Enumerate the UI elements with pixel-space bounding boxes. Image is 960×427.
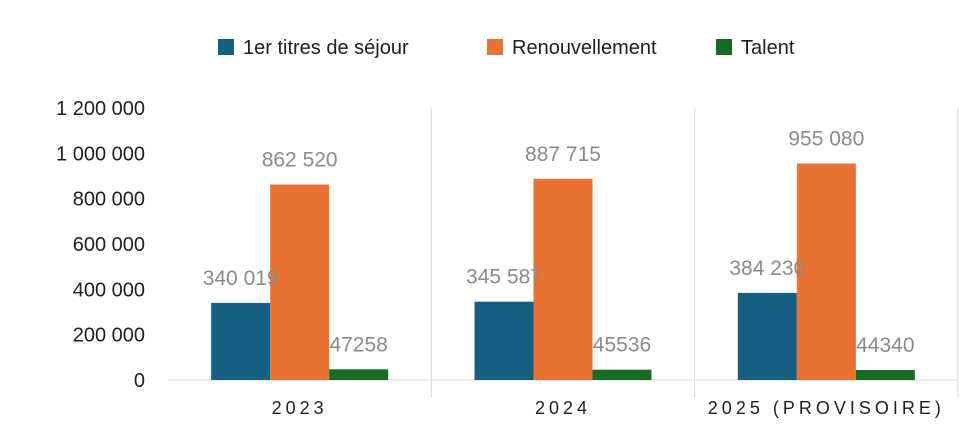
data-label: 45536 [593,334,651,357]
bar [329,369,389,380]
x-axis: 2023 2024 2025 (PROVISOIRE) [272,398,945,418]
data-label: 47258 [329,333,387,356]
legend-swatch [218,39,234,55]
data-label: 340 019 [203,267,279,290]
y-tick-label: 1 000 000 [56,143,145,165]
bar [592,369,652,380]
x-tick-label: 2023 [272,398,328,418]
bar [270,184,330,380]
data-label: 887 715 [525,143,601,166]
bar [474,301,534,380]
legend-label: 1er titres de séjour [243,37,409,59]
bars [211,163,915,380]
legend-swatch [716,39,732,55]
bar [737,292,797,380]
y-tick-label: 200 000 [73,325,145,347]
data-label: 384 230 [729,257,805,280]
bar [211,302,271,380]
y-tick-label: 400 000 [73,279,145,301]
data-labels: 340 019 862 520 47258 345 587 887 715 45536 38… [203,128,915,357]
y-axis: 0 200 000 400 000 600 000 800 000 1 000 000 1 … [56,98,145,392]
bar [533,178,593,380]
x-tick-label: 2024 [535,398,591,418]
data-label: 955 080 [788,128,864,151]
y-tick-label: 800 000 [73,189,145,211]
data-label: 862 520 [262,148,338,171]
data-label: 44340 [856,334,914,357]
legend-swatch [487,39,503,55]
legend-label: Renouvellement [512,37,657,59]
y-tick-label: 1 200 000 [56,98,145,120]
bar [855,369,915,380]
chart-legend: 1er titres de séjour Renouvellement Talent [218,37,795,59]
bar [796,163,856,380]
x-tick-label: 2025 (PROVISOIRE) [708,398,945,418]
data-label: 345 587 [466,266,542,289]
y-tick-label: 600 000 [73,234,145,256]
legend-label: Talent [741,37,795,59]
y-tick-label: 0 [134,370,145,392]
